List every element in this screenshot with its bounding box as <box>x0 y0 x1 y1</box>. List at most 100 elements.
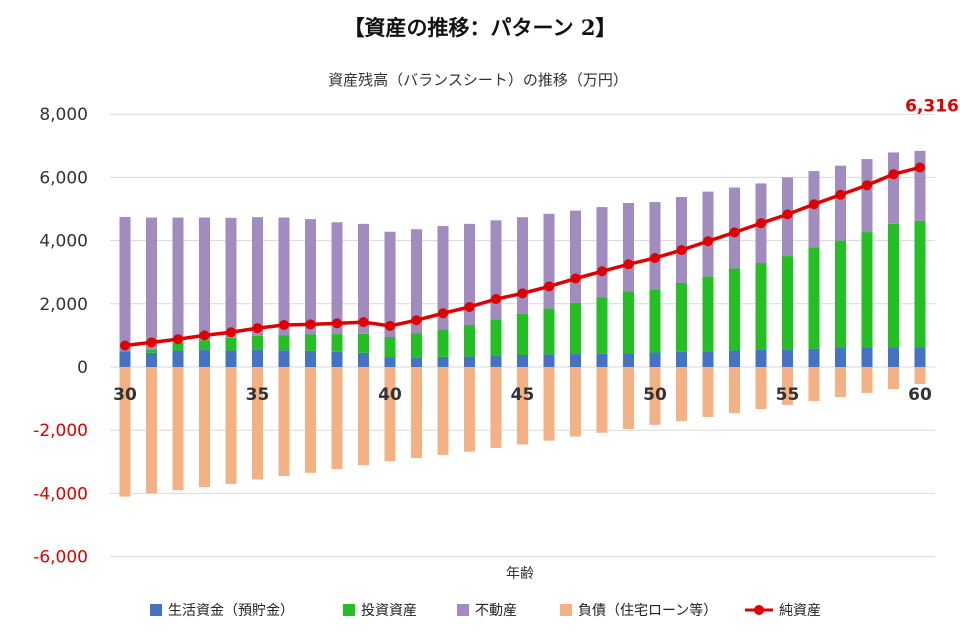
net-assets-marker <box>756 218 766 229</box>
net-assets-marker <box>358 317 369 328</box>
bar-real_estate <box>517 217 528 314</box>
bar-living <box>835 348 846 367</box>
bar-investment <box>755 263 767 350</box>
bar-investment <box>172 342 184 351</box>
bar-real_estate <box>384 231 396 337</box>
bar-real_estate <box>278 217 290 336</box>
bar-living <box>702 351 714 367</box>
bar-living <box>729 350 740 367</box>
y-tick-label: -4,000 <box>33 484 88 504</box>
bar-debt <box>278 367 290 477</box>
bar-living <box>437 356 449 367</box>
net-assets-marker <box>862 180 872 191</box>
y-tick-label: 4,000 <box>39 232 88 252</box>
net-assets-marker <box>438 308 448 319</box>
chart-title: 資産残高（バランスシート）の推移（万円） <box>328 71 628 89</box>
x-tick-label: 60 <box>908 385 932 405</box>
bar-series <box>119 150 926 497</box>
bar-living <box>331 351 343 367</box>
bar-debt <box>358 367 369 466</box>
legend-swatch-investment <box>343 604 355 616</box>
data-labels: 6,316 <box>905 96 959 116</box>
x-tick-label: 40 <box>378 385 402 405</box>
legend-swatch-real_estate <box>457 604 469 616</box>
bar-living <box>914 347 926 367</box>
bar-investment <box>358 333 369 353</box>
bar-living <box>596 353 608 367</box>
y-tick-label: 6,000 <box>39 168 88 188</box>
net-assets-line <box>120 162 925 351</box>
bar-real_estate <box>596 207 608 298</box>
bar-living <box>305 350 316 367</box>
net-assets-marker <box>146 337 157 348</box>
bar-debt <box>914 367 926 385</box>
bar-debt <box>623 367 634 429</box>
bar-living <box>464 356 475 367</box>
bar-real_estate <box>543 213 555 309</box>
bar-real_estate <box>199 217 210 341</box>
bar-living <box>490 355 502 367</box>
net-assets-marker <box>305 319 316 330</box>
bar-investment <box>782 256 793 350</box>
bar-real_estate <box>464 223 475 325</box>
net-assets-marker <box>888 169 899 180</box>
y-tick-label: -2,000 <box>33 421 88 441</box>
y-axis-ticks: 8,000 6,000 4,000 2,000 0 -2,000 -4,000 -6,000 <box>33 105 88 567</box>
bar-real_estate <box>358 223 369 334</box>
bar-debt <box>411 367 422 459</box>
bar-real_estate <box>623 202 634 292</box>
bar-debt <box>146 367 157 494</box>
net-assets-marker <box>332 318 342 329</box>
net-assets-marker <box>809 199 819 210</box>
bar-living <box>782 349 793 367</box>
bar-debt <box>331 367 343 470</box>
legend-marker-net <box>754 605 764 615</box>
bar-investment <box>570 302 581 355</box>
bar-living <box>808 348 820 367</box>
net-assets-marker <box>120 340 130 351</box>
legend-swatch-debt <box>560 604 572 616</box>
legend-label: 純資産 <box>779 603 821 619</box>
net-assets-marker <box>385 320 395 331</box>
bar-debt <box>305 367 316 473</box>
legend-label: 負債（住宅ローン等） <box>578 602 717 619</box>
net-assets-marker <box>729 227 740 238</box>
bar-living <box>861 347 873 367</box>
bar-debt <box>755 367 767 410</box>
y-tick-label: 0 <box>77 358 88 378</box>
bar-investment <box>384 336 396 358</box>
bar-living <box>252 349 263 367</box>
bar-debt <box>596 367 608 433</box>
x-tick-label: 45 <box>511 385 535 405</box>
net-assets-marker <box>703 236 713 247</box>
bar-real_estate <box>305 219 316 335</box>
net-assets-marker <box>464 301 475 312</box>
bar-debt <box>172 367 184 491</box>
bar-debt <box>729 367 740 414</box>
bar-investment <box>199 340 210 350</box>
x-tick-label: 50 <box>643 385 667 405</box>
bar-real_estate <box>252 217 263 336</box>
y-tick-label: 8,000 <box>39 105 88 125</box>
legend-label: 投資資産 <box>361 603 417 619</box>
bar-debt <box>702 367 714 417</box>
legend: 生活資金（預貯金） 投資資産 不動産 負債（住宅ローン等） 純資産 <box>150 602 821 619</box>
net-assets-marker <box>623 259 634 270</box>
legend-label: 不動産 <box>475 603 517 619</box>
bar-real_estate <box>702 191 714 277</box>
bar-living <box>358 352 369 367</box>
bar-investment <box>649 289 661 353</box>
net-assets-marker <box>279 319 289 330</box>
bar-real_estate <box>835 165 846 241</box>
net-assets-marker <box>835 189 846 200</box>
bar-investment <box>331 334 343 352</box>
bar-real_estate <box>808 171 820 248</box>
bar-debt <box>649 367 661 425</box>
y-tick-label: -6,000 <box>33 548 88 568</box>
bar-investment <box>596 297 608 354</box>
bar-real_estate <box>225 217 237 338</box>
bar-investment <box>517 313 528 355</box>
bar-investment <box>225 337 237 351</box>
bar-living <box>411 357 422 367</box>
bar-investment <box>702 276 714 352</box>
